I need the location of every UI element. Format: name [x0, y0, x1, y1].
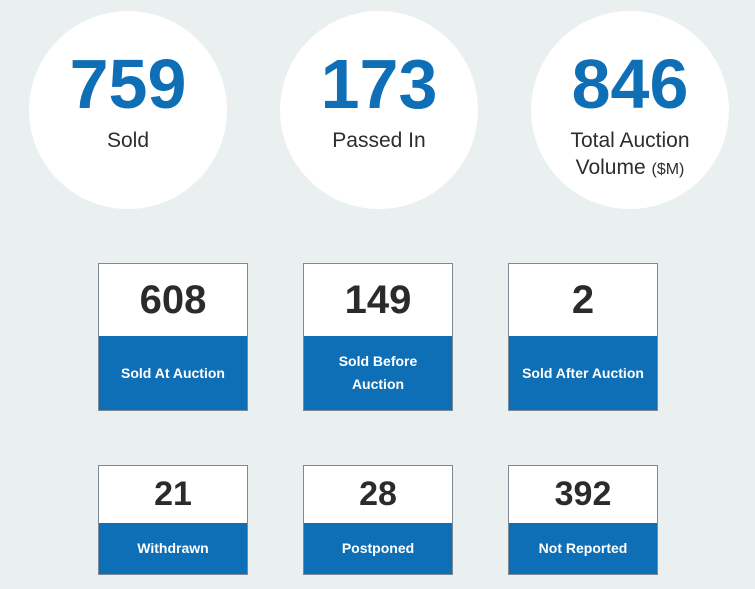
passed-in-summary-circle: 173 Passed In — [280, 11, 478, 209]
sold-after-auction-count: 2 — [509, 264, 657, 336]
total-volume-label-line2: Volume — [575, 156, 646, 179]
sold-summary-circle: 759 Sold — [29, 11, 227, 209]
total-volume-label-line1: Total Auction — [570, 129, 690, 152]
sold-before-auction-count: 149 — [304, 264, 452, 336]
postponed-count: 28 — [304, 466, 452, 523]
sold-count: 759 — [69, 45, 187, 123]
postponed-card: 28 Postponed — [303, 465, 453, 575]
not-reported-card: 392 Not Reported — [508, 465, 658, 575]
sold-at-auction-card: 608 Sold At Auction — [98, 263, 248, 411]
sold-label: Sold — [106, 129, 150, 152]
sold-at-auction-label: Sold At Auction — [99, 336, 247, 410]
withdrawn-count: 21 — [99, 466, 247, 523]
not-reported-count: 392 — [509, 466, 657, 523]
passed-in-label: Passed In — [332, 129, 426, 152]
sold-before-auction-card: 149 Sold Before Auction — [303, 263, 453, 411]
sold-at-auction-count: 608 — [99, 264, 247, 336]
total-volume-unit: ($M) — [651, 161, 685, 178]
sold-after-auction-label: Sold After Auction — [509, 336, 657, 410]
passed-in-count: 173 — [320, 45, 438, 123]
sold-after-auction-card: 2 Sold After Auction — [508, 263, 658, 411]
postponed-label: Postponed — [304, 523, 452, 574]
total-volume-summary-circle: 846 Total Auction Volume ($M) — [531, 11, 729, 209]
withdrawn-card: 21 Withdrawn — [98, 465, 248, 575]
total-volume-label: Total Auction Volume ($M) — [531, 127, 729, 183]
not-reported-label: Not Reported — [509, 523, 657, 574]
withdrawn-label: Withdrawn — [99, 523, 247, 574]
sold-before-auction-label: Sold Before Auction — [304, 336, 452, 410]
total-volume-value: 846 — [571, 45, 689, 123]
